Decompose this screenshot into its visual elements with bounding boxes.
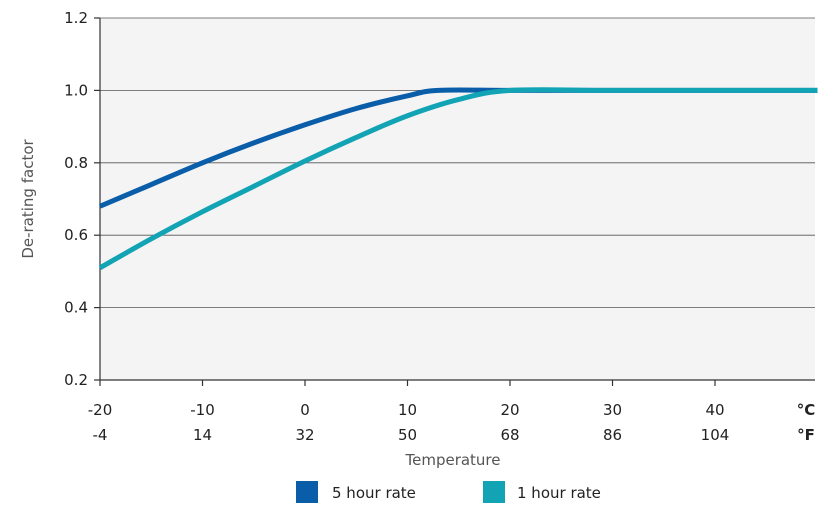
series-lines — [98, 87, 818, 270]
x-tick-label-fahrenheit: 68 — [500, 426, 519, 444]
y-tick-label: 0.6 — [64, 226, 88, 244]
x-tick-label-celsius: 30 — [603, 401, 622, 419]
x-tick-label-celsius: 10 — [398, 401, 417, 419]
y-tick-label: 0.2 — [64, 371, 88, 389]
x-axis-ticks: -20 -4 -10 14 0 32 10 50 20 68 30 86 40 104 — [88, 380, 730, 444]
celsius-unit-label: °C — [797, 401, 816, 419]
fahrenheit-unit-label: °F — [797, 426, 815, 444]
y-tick-label: 0.4 — [64, 299, 88, 317]
x-tick-label-fahrenheit: 104 — [701, 426, 730, 444]
y-tick-label: 0.8 — [64, 154, 88, 172]
x-tick-label-celsius: 0 — [300, 401, 310, 419]
x-tick-label-fahrenheit: 50 — [398, 426, 417, 444]
legend-swatch-5-hour — [296, 481, 318, 503]
x-tick-label-celsius: 20 — [500, 401, 519, 419]
x-tick-label-fahrenheit: -4 — [93, 426, 108, 444]
x-tick-label-celsius: -20 — [88, 401, 113, 419]
legend-swatch-1-hour — [483, 481, 505, 503]
legend: 5 hour rate 1 hour rate — [296, 481, 601, 503]
x-tick-label-celsius: -10 — [190, 401, 215, 419]
x-tick-label-fahrenheit: 32 — [295, 426, 314, 444]
x-tick-label-fahrenheit: 86 — [603, 426, 622, 444]
series-line-1-hour-rate — [98, 87, 818, 270]
y-axis-title: De-rating factor — [19, 138, 37, 258]
x-tick-label-celsius: 40 — [705, 401, 724, 419]
plot-background — [100, 18, 815, 380]
y-tick-label: 1.0 — [64, 81, 88, 99]
x-axis-title: Temperature — [404, 451, 500, 469]
x-tick-label-fahrenheit: 14 — [193, 426, 212, 444]
y-axis-ticks: 0.2 0.4 0.6 0.8 1.0 1.2 — [64, 9, 100, 389]
legend-label-5-hour: 5 hour rate — [332, 484, 416, 502]
legend-label-1-hour: 1 hour rate — [517, 484, 601, 502]
y-tick-label: 1.2 — [64, 9, 88, 27]
